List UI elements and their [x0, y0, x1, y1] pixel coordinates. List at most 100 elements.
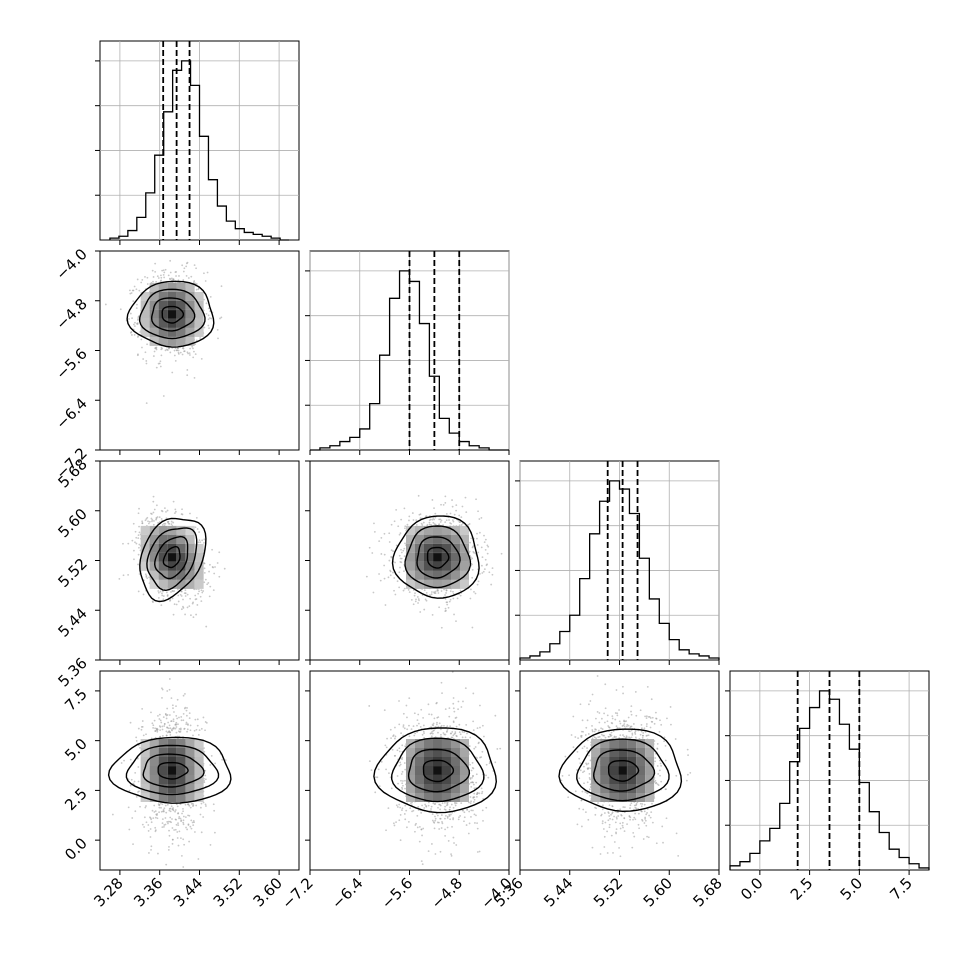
- sample-point: [209, 585, 212, 588]
- sample-point: [438, 518, 441, 521]
- sample-point: [401, 744, 404, 747]
- sample-point: [439, 725, 442, 728]
- sample-point: [483, 541, 486, 544]
- sample-point: [169, 810, 172, 813]
- sample-point: [163, 507, 166, 510]
- sample-point: [480, 756, 483, 758]
- sample-point: [169, 816, 172, 819]
- sample-point: [439, 850, 442, 853]
- sample-point: [586, 739, 589, 742]
- sample-point: [439, 803, 441, 806]
- sample-point: [145, 402, 148, 405]
- sample-point: [604, 736, 607, 739]
- sample-point: [656, 743, 659, 745]
- sample-point: [632, 818, 634, 821]
- sample-point: [186, 606, 189, 609]
- sample-point: [141, 707, 144, 710]
- sample-point: [134, 530, 137, 533]
- sample-point: [414, 600, 417, 603]
- sample-point: [187, 724, 189, 726]
- sample-point: [166, 803, 169, 806]
- sample-point: [373, 522, 375, 525]
- sample-point: [441, 822, 444, 825]
- sample-point: [200, 727, 203, 730]
- sample-point: [167, 849, 170, 851]
- sample-point: [643, 822, 646, 824]
- sample-point: [444, 733, 447, 736]
- sample-point: [430, 843, 433, 845]
- sample-point: [576, 823, 579, 826]
- sample-point: [188, 712, 191, 715]
- sample-point: [161, 524, 164, 526]
- density-cell: [405, 561, 415, 571]
- sample-point: [183, 267, 186, 270]
- sample-point: [159, 719, 162, 722]
- sample-point: [133, 325, 136, 328]
- sample-point: [180, 608, 183, 611]
- sample-point: [616, 712, 619, 715]
- sample-point: [172, 720, 175, 723]
- sample-point: [583, 770, 586, 773]
- sample-point: [619, 722, 622, 725]
- sample-point: [200, 802, 203, 805]
- sample-point: [415, 598, 417, 601]
- sample-point: [436, 589, 439, 592]
- sample-point: [608, 826, 611, 829]
- sample-point: [394, 593, 397, 596]
- sample-point: [578, 757, 581, 760]
- sample-point: [169, 733, 172, 736]
- density-cell: [158, 327, 168, 337]
- sample-point: [175, 603, 178, 606]
- sample-point: [370, 769, 373, 772]
- density-cell: [432, 534, 442, 544]
- sample-point: [586, 781, 589, 784]
- density-cell: [645, 739, 655, 748]
- density-cell: [432, 543, 442, 553]
- sample-point: [189, 729, 192, 732]
- sample-point: [434, 802, 437, 805]
- sample-point: [172, 718, 175, 721]
- sample-point: [160, 806, 162, 809]
- sample-point: [388, 559, 391, 562]
- sample-point: [423, 608, 426, 611]
- density-cell: [185, 327, 195, 337]
- sample-point: [224, 759, 227, 761]
- sample-point: [162, 395, 165, 397]
- sample-point: [485, 806, 488, 809]
- sample-point: [654, 779, 657, 782]
- sample-point: [432, 802, 435, 805]
- sample-point: [444, 805, 447, 808]
- sample-point: [432, 521, 435, 524]
- sample-point: [452, 707, 455, 710]
- sample-point: [186, 593, 189, 596]
- sample-point: [620, 814, 623, 817]
- sample-point: [480, 516, 483, 519]
- density-cell: [450, 570, 460, 580]
- sample-point: [386, 737, 388, 740]
- sample-point: [665, 817, 668, 820]
- sample-point: [208, 570, 210, 573]
- sample-point: [645, 824, 648, 827]
- sample-point: [156, 817, 159, 820]
- sample-point: [398, 803, 401, 806]
- density-cell: [140, 757, 150, 766]
- sample-point: [420, 708, 423, 711]
- sample-point: [465, 824, 468, 826]
- density-cell: [459, 775, 469, 784]
- sample-point: [161, 803, 164, 806]
- sample-point: [135, 288, 138, 291]
- sample-point: [560, 779, 563, 782]
- sample-point: [430, 726, 432, 729]
- sample-point: [476, 757, 478, 759]
- sample-point: [455, 844, 458, 846]
- sample-point: [591, 693, 594, 696]
- density-cell: [609, 739, 619, 748]
- sample-point: [478, 792, 481, 795]
- sample-point: [574, 736, 577, 738]
- density-cell: [185, 766, 195, 775]
- sample-point: [646, 835, 648, 838]
- sample-point: [403, 507, 406, 510]
- density-cell: [441, 784, 451, 793]
- density-cell: [645, 784, 655, 793]
- sample-point: [401, 807, 404, 810]
